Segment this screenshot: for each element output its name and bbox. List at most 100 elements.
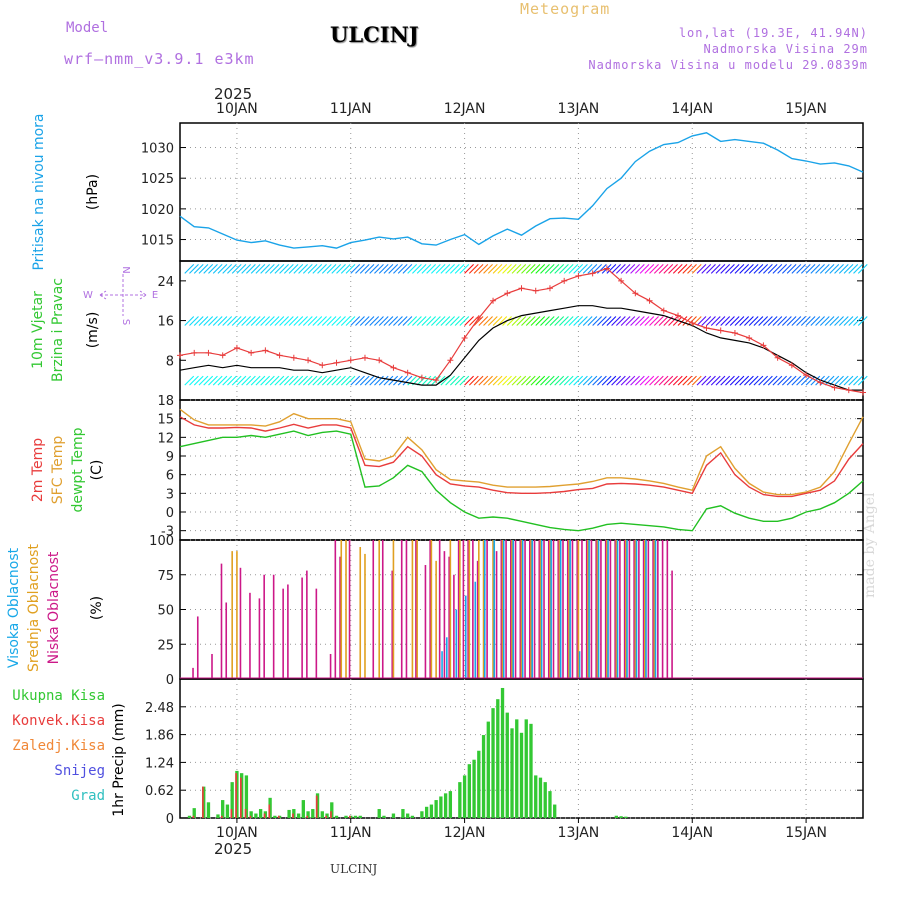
wind-gust-marker: [333, 359, 340, 366]
wind-gust-marker: [305, 357, 312, 364]
rain-bar: [519, 732, 524, 818]
wind-barb: [819, 264, 830, 274]
wind-barb: [217, 375, 228, 386]
wind-barb: [246, 264, 256, 274]
wind-barb: [478, 264, 489, 274]
temp-unit: (C): [89, 460, 105, 481]
rain-bar: [472, 759, 476, 818]
wind-barb: [744, 375, 754, 386]
rain-bar: [410, 815, 415, 818]
wind-barb: [331, 375, 342, 386]
wind-barb: [440, 375, 451, 386]
wind-barb: [468, 264, 479, 274]
wind-barb: [796, 375, 806, 386]
wind-barb: [321, 264, 332, 274]
wind-barb: [554, 375, 565, 386]
wind-barb: [312, 316, 323, 326]
wind-barb: [283, 264, 294, 274]
rain-bar: [406, 813, 410, 818]
wind-barb: [781, 264, 792, 274]
dewpoint-line: [179, 430, 864, 532]
elevation-label: Nadmorska Visina 29m: [703, 42, 868, 56]
wind-barb: [345, 316, 356, 326]
wind-gust-marker: [860, 389, 866, 396]
wind-subtitle: Brzina i Pravac: [50, 278, 66, 382]
wind-barb: [791, 264, 802, 274]
rain-bar: [477, 750, 481, 818]
convective-bar: [249, 815, 252, 818]
rain-bar: [301, 800, 305, 818]
wind-gust-marker: [746, 334, 753, 341]
wind-barb: [184, 375, 195, 386]
y-tick-label: 1.86: [145, 729, 174, 744]
wind-barb: [701, 375, 712, 386]
rain-bar: [230, 782, 234, 818]
wind-barb: [521, 264, 531, 274]
wind-barb: [231, 316, 242, 326]
wind-barb: [819, 316, 830, 326]
wind-barb: [810, 316, 821, 326]
wind-barb: [340, 316, 351, 326]
wind-barb: [606, 264, 617, 274]
convective-bar: [277, 815, 280, 818]
wind-gust-marker: [404, 369, 411, 376]
cloud-unit: (%): [89, 596, 105, 620]
rain-bar: [377, 809, 381, 818]
rain-bar: [221, 800, 225, 818]
compass-s: S: [120, 319, 131, 325]
wind-gust-marker: [575, 272, 582, 279]
y-tick-label: 16: [157, 315, 174, 330]
y-tick-label: -3: [161, 525, 174, 540]
wind-gust-marker: [205, 349, 212, 356]
wind-barb: [758, 264, 769, 274]
wind-barb: [331, 316, 342, 326]
wind-barb: [326, 375, 337, 386]
wind-barb: [796, 264, 806, 274]
wind-barb: [397, 264, 408, 274]
wind-barb: [345, 375, 356, 386]
x-tick-label-bottom: 15JAN: [785, 825, 827, 841]
wind-barb: [615, 264, 626, 274]
wind-barb: [720, 375, 731, 386]
wind-barb: [644, 375, 655, 386]
wind-barb: [454, 316, 465, 326]
wind-barb: [634, 316, 645, 326]
wind-barb: [729, 375, 740, 386]
wind-barb: [246, 375, 256, 386]
rain-bar: [500, 687, 505, 818]
wind-barb: [464, 316, 474, 326]
wind-barb: [231, 375, 242, 386]
wind-barb: [725, 375, 735, 386]
wind-barb: [729, 264, 740, 274]
x-tick-label-top: 14JAN: [671, 101, 713, 117]
wind-barb: [264, 375, 275, 386]
wind-barb: [350, 264, 361, 274]
wind-barb: [350, 316, 361, 326]
wind-barb: [359, 316, 370, 326]
wind-barb: [222, 264, 233, 274]
rain-bar: [543, 782, 547, 818]
wind-barb: [748, 264, 759, 274]
wind-barb: [805, 316, 816, 326]
wind-barb: [255, 316, 266, 326]
wind-barb: [838, 264, 849, 274]
wind-barb: [853, 375, 863, 386]
wind-barb: [857, 316, 868, 326]
wind-barb: [853, 316, 863, 326]
wind-barb: [587, 264, 598, 274]
convective-bar: [244, 809, 247, 818]
wind-barb: [843, 375, 854, 386]
wind-gust-marker: [646, 297, 653, 304]
wind-barb: [516, 375, 527, 386]
wind-barb: [682, 264, 693, 274]
wind-barb: [786, 375, 797, 386]
temp-2m-line: [179, 416, 864, 498]
wind-barb: [644, 316, 655, 326]
wind-barb: [838, 316, 849, 326]
rain-bar: [187, 815, 192, 818]
wind-barb: [544, 316, 555, 326]
wind-gust-marker: [490, 297, 497, 304]
wind-barb: [359, 375, 370, 386]
